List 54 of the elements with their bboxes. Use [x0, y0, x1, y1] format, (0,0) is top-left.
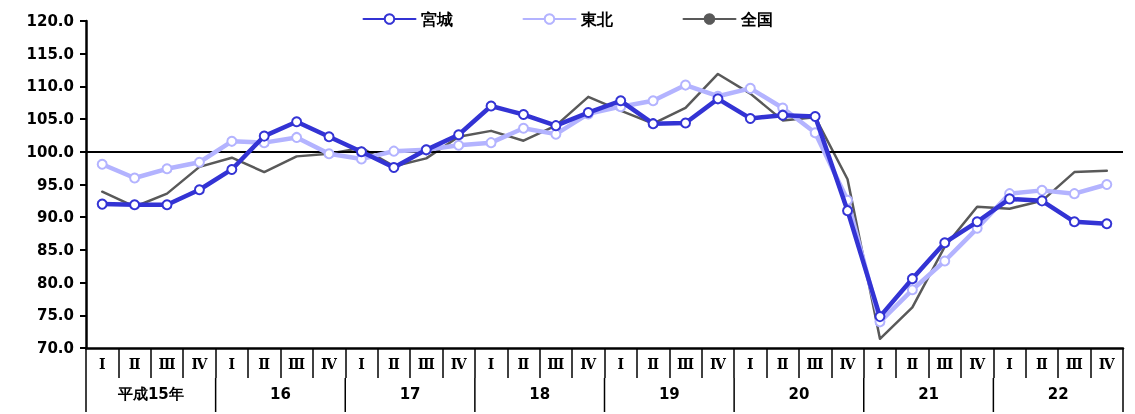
- y-tick-label: 100.0: [26, 142, 74, 161]
- x-tick-label: Ⅲ: [806, 356, 824, 372]
- x-tick-label: Ⅳ: [1098, 356, 1116, 372]
- x-tick-label: Ⅳ: [709, 356, 727, 372]
- x-tick-label: Ⅰ: [228, 356, 236, 372]
- x-tick-label: Ⅲ: [158, 356, 176, 372]
- x-tick-label: Ⅱ: [647, 356, 660, 372]
- legend-label: 東北: [579, 9, 614, 29]
- x-tick-label: Ⅱ: [1036, 356, 1049, 372]
- y-tick-label: 70.0: [36, 339, 74, 357]
- x-tick-label: Ⅲ: [676, 356, 695, 372]
- x-tick-label: Ⅲ: [547, 356, 565, 372]
- text: 22: [1047, 384, 1069, 403]
- text: 19: [658, 384, 680, 403]
- x-tick-label: Ⅳ: [191, 356, 209, 372]
- y-tick-label: 80.0: [36, 273, 74, 292]
- x-tick-label: Ⅰ: [487, 356, 495, 372]
- x-tick-label: Ⅳ: [450, 356, 468, 372]
- text: 20: [788, 384, 810, 403]
- x-tick-label: Ⅲ: [1065, 356, 1083, 372]
- legend-label: 全国: [739, 9, 773, 29]
- x-tick-label: Ⅱ: [776, 356, 789, 372]
- y-tick-label: 120.0: [26, 12, 74, 30]
- y-tick-label: 115.0: [26, 44, 74, 63]
- y-tick-label: 85.0: [36, 240, 74, 259]
- legend-label: 宮城: [420, 9, 453, 29]
- text: 21: [918, 384, 939, 403]
- x-tick-label: Ⅳ: [580, 356, 598, 372]
- text: 16: [270, 384, 291, 403]
- x-tick-label: Ⅱ: [517, 356, 530, 372]
- x-tick-label: Ⅳ: [839, 356, 857, 372]
- y-tick-label: 90.0: [36, 208, 74, 227]
- x-tick-label: Ⅳ: [969, 356, 987, 372]
- x-tick-label: Ⅱ: [387, 356, 400, 372]
- x-tick-label: Ⅰ: [98, 356, 106, 372]
- x-tick-label: Ⅰ: [617, 356, 624, 372]
- x-tick-label: Ⅱ: [258, 356, 271, 372]
- x-tick-label: Ⅰ: [876, 356, 884, 372]
- x-tick-label: Ⅰ: [358, 356, 365, 372]
- text: 平成15年: [116, 384, 184, 403]
- x-tick-label: Ⅰ: [747, 356, 754, 372]
- y-tick-label: 110.0: [26, 77, 74, 96]
- x-tick-label: Ⅲ: [288, 356, 306, 372]
- x-tick-label: Ⅲ: [417, 356, 435, 372]
- y-tick-label: 105.0: [26, 110, 74, 129]
- x-tick-label: Ⅰ: [1006, 356, 1013, 372]
- x-tick-label: Ⅲ: [936, 356, 954, 372]
- x-tick-label: Ⅱ: [906, 356, 919, 372]
- y-tick-label: 75.0: [36, 306, 74, 325]
- x-tick-label: Ⅱ: [128, 356, 141, 372]
- text: 18: [529, 384, 551, 403]
- y-tick-label: 95.0: [36, 175, 74, 194]
- text: 17: [399, 384, 421, 403]
- x-tick-label: Ⅳ: [321, 356, 339, 372]
